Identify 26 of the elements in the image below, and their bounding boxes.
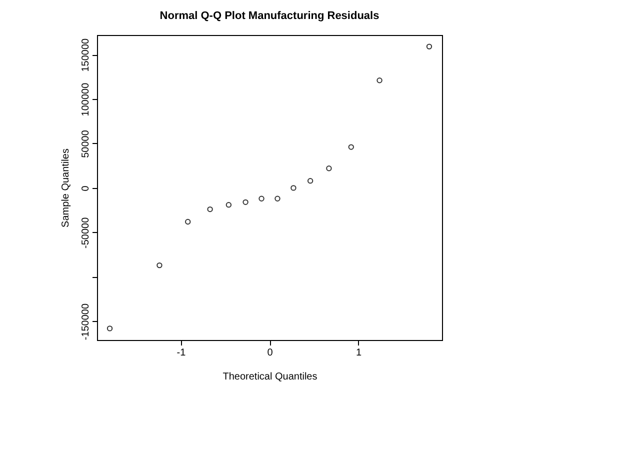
point [185,218,191,225]
y-tick-label: 50000 [80,130,92,158]
point [226,202,232,208]
point [274,196,280,202]
point [326,166,332,172]
point [348,144,354,150]
y-tick-label: 0 [80,185,92,192]
x-tick-label: 0 [267,348,274,358]
y-tick-label: 150000 [80,38,92,72]
point [242,199,248,206]
y-tick-label: -150000 [80,303,92,340]
point [426,44,432,50]
point [307,178,314,184]
x-axis-title: Theoretical Quantiles [222,372,318,382]
x-tick-label: 1 [356,348,362,358]
point [156,262,162,268]
point [258,196,264,202]
y-tick-label: 100000 [80,82,92,116]
point [106,326,113,332]
point [290,185,296,191]
point [376,78,382,84]
y-tick-label: -50000 [80,216,92,248]
x-tick-label: -1 [176,348,186,358]
y-axis-title: Sample Quantiles [60,148,72,228]
chart-title: Normal Q-Q Plot Manufacturing Residuals [160,10,380,22]
point [207,206,213,212]
